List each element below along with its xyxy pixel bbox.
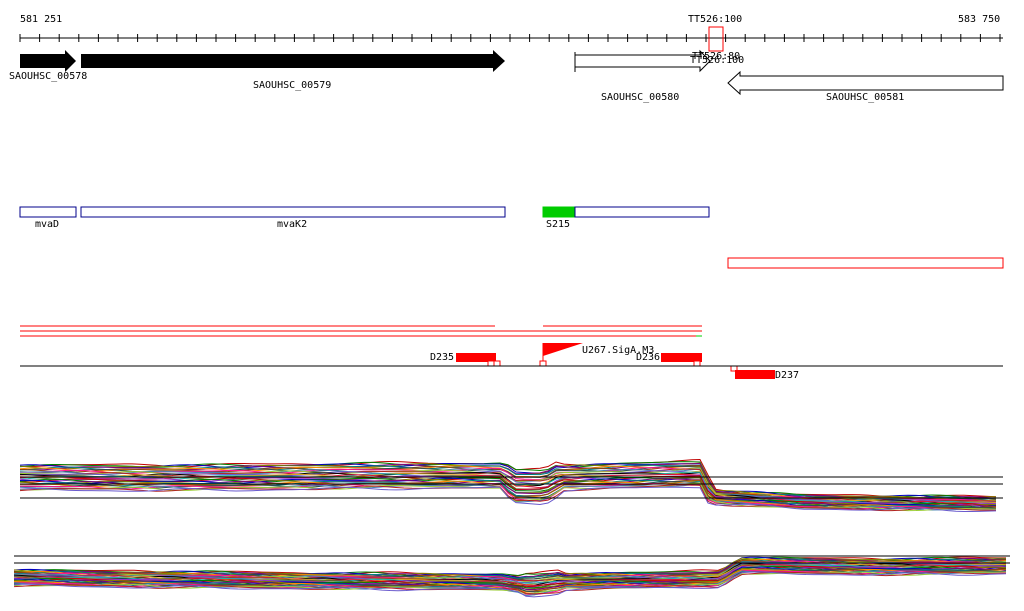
feature-label-s215: S215 (546, 219, 571, 230)
promoter-label-d235: D235 (430, 352, 455, 363)
red-read-lines (20, 325, 702, 337)
feature-box-s215-highlight[interactable] (542, 206, 576, 218)
expression-track-lower-refs (14, 555, 1010, 564)
gene-label-saouhsc-00579: SAOUHSC_00579 (253, 80, 332, 91)
red-feature-box[interactable] (727, 257, 1004, 269)
promoter-label-d236: D236 (636, 352, 661, 363)
expression-curve (19, 486, 997, 512)
marker-overlap-label-a: TT526:80 (692, 51, 741, 62)
expression-curve (13, 571, 1007, 598)
gene-arrow-saouhsc-00580[interactable] (574, 49, 711, 73)
expression-curve (13, 571, 1007, 595)
feature-box-mvak2[interactable] (80, 206, 506, 218)
gene-arrow-saouhsc-00581[interactable] (727, 70, 1004, 96)
marker-overlap-label-b: TT526:100 (690, 55, 745, 66)
ruler-end-label: 583 750 (958, 14, 1001, 25)
gene-label-saouhsc-00580: SAOUHSC_00580 (601, 92, 680, 103)
siga-promoter-label: U267.SigA.M3 (582, 345, 655, 356)
terminator-marker-box[interactable] (708, 26, 724, 52)
promoter-tick-siga (539, 360, 547, 367)
promoter-tick-d236 (693, 360, 701, 367)
promoter-tick-d235b (493, 360, 501, 367)
gene-label-saouhsc-00581: SAOUHSC_00581 (826, 92, 905, 103)
promoter-tick-d235a (487, 360, 495, 367)
gene-label-saouhsc-00578: SAOUHSC_00578 (9, 71, 88, 82)
coordinate-ruler (19, 34, 1003, 42)
promoter-block-d237[interactable] (735, 370, 775, 379)
gene-arrow-saouhsc-00579[interactable] (81, 50, 505, 72)
feature-box-mvad[interactable] (19, 206, 77, 218)
ruler-start-label: 581 251 (20, 14, 63, 25)
promoter-block-d236[interactable] (661, 353, 702, 362)
promoter-label-d237: D237 (775, 370, 800, 381)
expression-track-upper-refs (20, 476, 1003, 499)
feature-label-mvak2: mvaK2 (277, 219, 308, 230)
expression-track-upper (19, 458, 997, 512)
feature-label-mvad: mvaD (35, 219, 60, 230)
ruler-marker-label: TT526:100 (688, 14, 743, 25)
expression-curve (19, 484, 997, 512)
promoter-block-d235[interactable] (456, 353, 496, 362)
gene-arrow-saouhsc-00578[interactable] (20, 50, 76, 72)
feature-box-s215[interactable] (574, 206, 710, 218)
expression-curve (19, 481, 997, 510)
siga-promoter-flag[interactable] (542, 343, 583, 364)
